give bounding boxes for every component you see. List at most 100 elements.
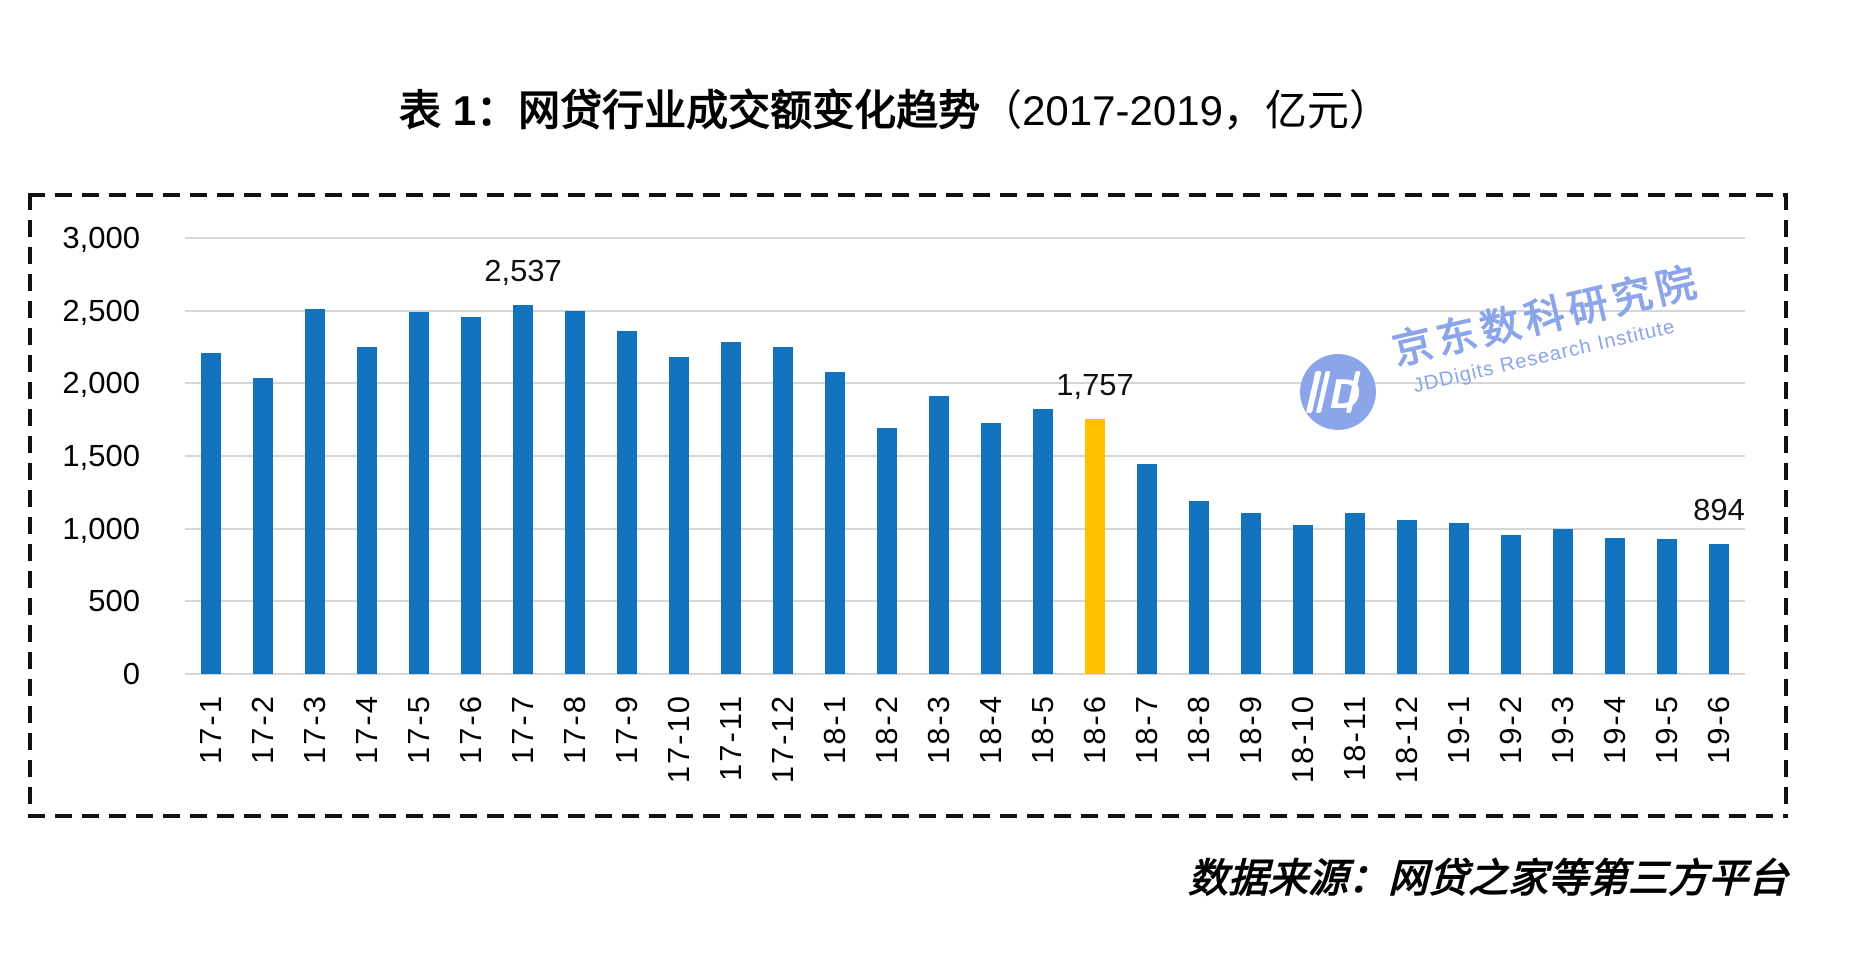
figure-title-paren: （2017-2019，亿元） (980, 87, 1391, 134)
data-source-note: 数据来源：网贷之家等第三方平台 (1188, 857, 1788, 901)
bar (1553, 528, 1573, 674)
x-tick-label: 18-4 (973, 694, 1008, 765)
bar-slot: 17-1 (185, 238, 237, 764)
bar (409, 312, 429, 674)
x-tick-label: 17-1 (193, 694, 228, 765)
bar-slot: 19-2 (1485, 238, 1537, 764)
x-tick-label: 17-5 (401, 694, 436, 765)
bar-slot: 19-4 (1589, 238, 1641, 764)
x-tick-label: 18-10 (1285, 694, 1320, 784)
x-tick-label: 19-2 (1493, 694, 1528, 765)
bar (565, 310, 585, 674)
bar (461, 317, 481, 674)
bar-slot: 17-8 (549, 238, 601, 764)
x-tick-label: 18-11 (1337, 694, 1372, 781)
x-tick-label: 17-6 (453, 694, 488, 765)
x-tick-label: 17-8 (557, 694, 592, 765)
y-tick-label: 1,500 (62, 438, 140, 473)
x-tick-label: 17-11 (713, 694, 748, 781)
x-tick-label: 19-4 (1597, 694, 1632, 765)
bar (825, 371, 845, 674)
bar (253, 377, 273, 674)
x-tick-label: 19-5 (1649, 694, 1684, 765)
frame-border-right (1784, 193, 1788, 818)
bar (357, 347, 377, 674)
bar (1241, 512, 1261, 674)
y-tick-label: 500 (88, 583, 140, 619)
x-tick-label: 18-7 (1129, 694, 1164, 765)
bar (1137, 463, 1157, 674)
bar (305, 309, 325, 674)
x-tick-label: 18-8 (1181, 694, 1216, 765)
bar (1657, 538, 1677, 674)
bar-slot: 17-11 (705, 238, 757, 781)
x-tick-label: 18-6 (1077, 694, 1112, 765)
bar-slot: 18-11 (1329, 238, 1381, 781)
bar (981, 422, 1001, 674)
bar-highlighted (1085, 418, 1105, 674)
x-tick-label: 19-1 (1441, 694, 1476, 765)
chart-frame (28, 193, 1788, 818)
x-tick-label: 18-3 (921, 694, 956, 765)
x-tick-label: 18-9 (1233, 694, 1268, 765)
x-tick-label: 17-4 (349, 694, 384, 765)
y-tick-label: 2,000 (62, 365, 140, 401)
bar-slot: 18-4 (965, 238, 1017, 764)
x-tick-label: 17-10 (661, 694, 696, 784)
bar (877, 428, 897, 674)
frame-border-left (28, 193, 32, 818)
y-tick-label: 1,000 (62, 510, 140, 546)
x-tick-label: 19-3 (1545, 694, 1580, 765)
bar-slot: 18-8 (1173, 238, 1225, 764)
bar (513, 305, 533, 674)
bar-value-label: 894 (1693, 492, 1745, 528)
y-tick-label: 0 (122, 656, 140, 691)
bar (1501, 534, 1521, 674)
bar-slot: 18-12 (1381, 238, 1433, 783)
bar-slot: 18-9 (1225, 238, 1277, 764)
gridline (185, 237, 1745, 239)
bar-value-label: 1,757 (1056, 366, 1134, 402)
figure-title-main: 表 1：网贷行业成交额变化趋势 (399, 87, 981, 134)
bar (669, 357, 689, 674)
x-tick-label: 17-2 (245, 694, 280, 765)
bar (1033, 408, 1053, 674)
x-tick-label: 17-12 (765, 694, 800, 784)
bar-slot: 19-5 (1641, 238, 1693, 764)
bar-slot: 17-12 (757, 238, 809, 783)
x-tick-label: 17-9 (609, 694, 644, 765)
figure-title: 表 1：网贷行业成交额变化趋势（2017-2019，亿元） (0, 86, 1790, 136)
bar-slot: 19-3 (1537, 238, 1589, 764)
svg-text:D: D (1330, 370, 1360, 417)
bar-slot: 18-10 (1277, 238, 1329, 783)
bar-slot: 18-5 (1017, 238, 1069, 764)
bar-slot: 18-3 (913, 238, 965, 764)
jd-logo-icon: D (1300, 354, 1376, 430)
bar (1709, 544, 1729, 674)
bar (929, 395, 949, 674)
gridline (185, 382, 1745, 385)
gridline (185, 527, 1745, 530)
bar-slot: 18-6 (1069, 238, 1121, 764)
frame-border-top (28, 193, 1788, 197)
bar-slot: 17-3 (289, 238, 341, 764)
bar-slot: 19-1 (1433, 238, 1485, 764)
bar-slot: 18-2 (861, 238, 913, 764)
x-tick-label: 18-5 (1025, 694, 1060, 765)
bar-slot: 19-6 (1693, 238, 1745, 764)
bar (1449, 522, 1469, 674)
bar-slot: 17-7 (497, 238, 549, 764)
gridline (185, 600, 1745, 603)
y-tick-label: 3,000 (62, 220, 140, 255)
x-tick-label: 18-2 (869, 694, 904, 765)
bar (721, 341, 741, 674)
x-tick-label: 19-6 (1701, 694, 1736, 765)
bar-slot: 18-7 (1121, 238, 1173, 764)
bar (1293, 525, 1313, 674)
gridline (185, 673, 1745, 675)
y-tick-label: 2,500 (62, 292, 140, 328)
x-tick-label: 18-12 (1389, 694, 1424, 784)
bar-slot: 18-1 (809, 238, 861, 764)
bar-value-label: 2,537 (484, 253, 562, 289)
